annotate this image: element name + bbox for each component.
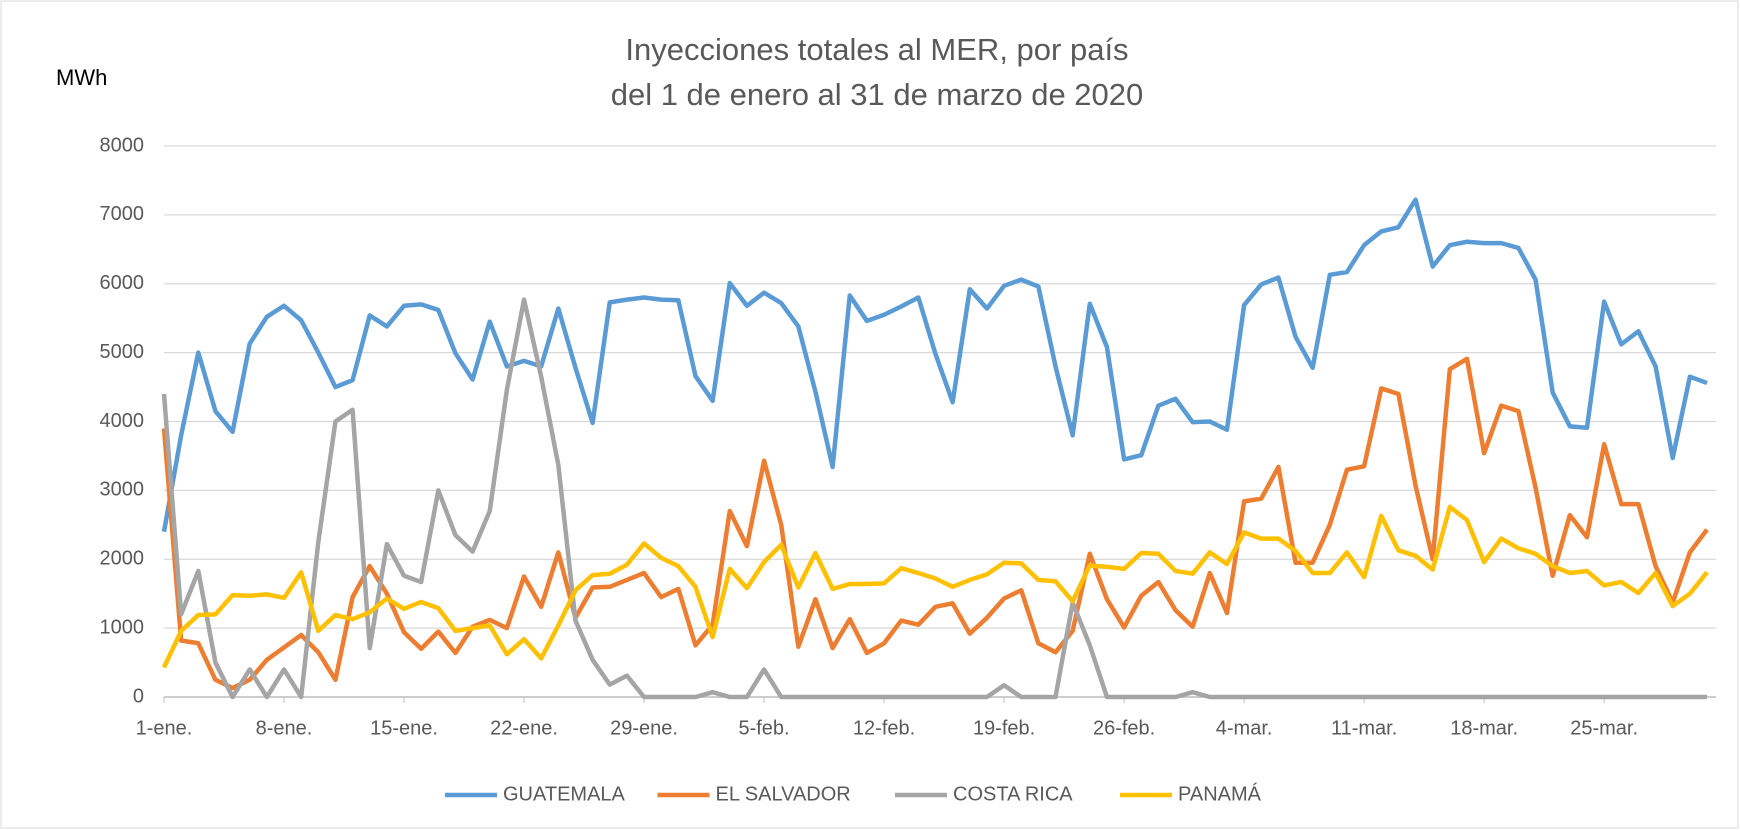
x-tick-label: 5-feb.	[738, 717, 789, 739]
y-tick-label: 6000	[100, 272, 145, 294]
y-tick-label: 5000	[100, 341, 145, 363]
x-tick-label: 26-feb.	[1093, 717, 1155, 739]
y-tick-label: 0	[133, 685, 144, 707]
legend-label: COSTA RICA	[953, 783, 1073, 805]
x-tick-label: 22-ene.	[490, 717, 558, 739]
series-line	[161, 356, 1709, 691]
y-tick-label: 8000	[100, 134, 145, 156]
x-tick-label: 12-feb.	[853, 717, 915, 739]
y-tick-label: 1000	[100, 616, 145, 638]
y-tick-label: 2000	[100, 548, 145, 570]
x-tick-label: 8-ene.	[256, 717, 313, 739]
x-tick-label: 15-ene.	[370, 717, 438, 739]
y-tick-label: 4000	[100, 410, 145, 432]
y-tick-label: 7000	[100, 203, 145, 225]
x-tick-label: 29-ene.	[610, 717, 678, 739]
legend-label: PANAMÁ	[1178, 782, 1262, 805]
chart-subtitle: del 1 de enero al 31 de marzo de 2020	[611, 77, 1144, 112]
y-axis-label: MWh	[56, 65, 107, 90]
chart-title: Inyecciones totales al MER, por país	[625, 32, 1128, 67]
x-tick-label: 11-mar.	[1331, 717, 1397, 739]
series-line	[161, 504, 1709, 669]
x-tick-label: 4-mar.	[1216, 717, 1273, 739]
x-tick-label: 18-mar.	[1450, 717, 1518, 739]
x-tick-label: 25-mar.	[1570, 717, 1638, 739]
series-line	[161, 197, 1708, 533]
x-tick-label: 19-feb.	[973, 717, 1035, 739]
legend-label: GUATEMALA	[503, 783, 626, 805]
y-tick-label: 3000	[100, 479, 145, 501]
series-line	[161, 297, 1707, 700]
legend-label: EL SALVADOR	[716, 783, 851, 805]
x-tick-label: 1-ene.	[136, 717, 193, 739]
